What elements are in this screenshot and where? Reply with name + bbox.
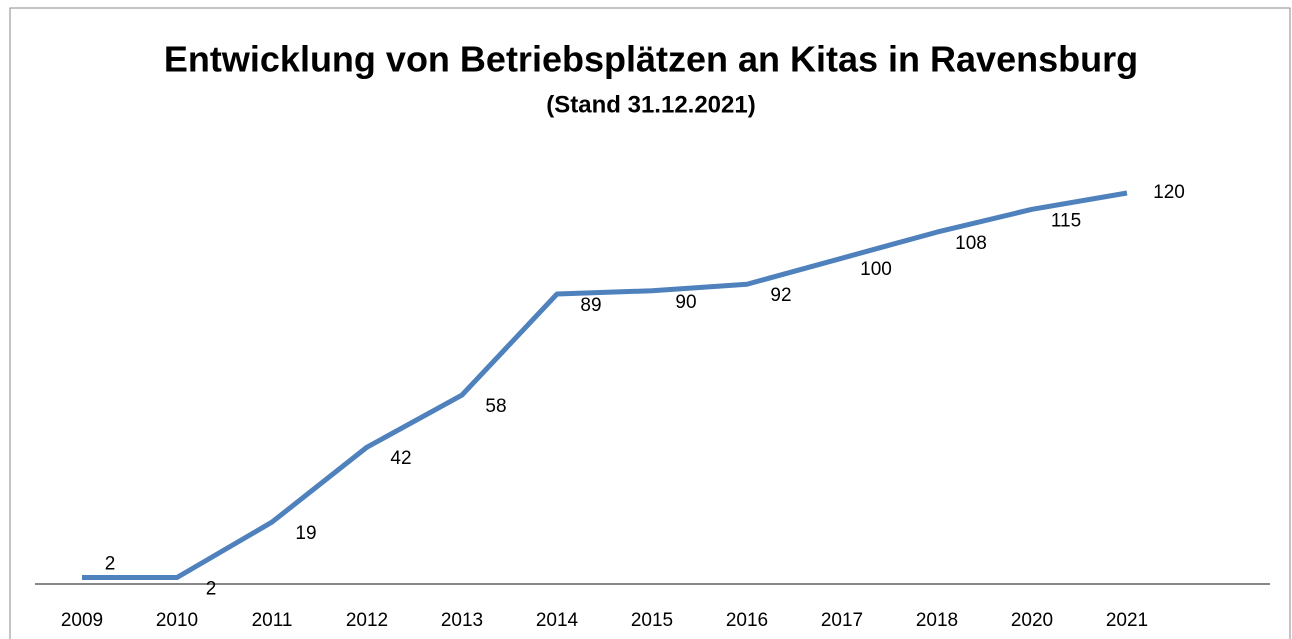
line-series [82, 190, 1128, 580]
x-tick-label: 2010 [156, 610, 198, 631]
data-label: 92 [770, 285, 791, 306]
data-label: 115 [1051, 210, 1081, 231]
x-tick-label: 2014 [536, 610, 579, 631]
x-tick-label: 2017 [821, 610, 863, 631]
x-tick-label: 2011 [252, 610, 293, 631]
data-label: 2 [105, 553, 116, 574]
data-label: 42 [390, 448, 411, 469]
data-label: 120 [1153, 182, 1185, 203]
chart-frame [9, 7, 1291, 639]
chart-title: Entwicklung von Betriebsplätzen an Kitas… [164, 39, 1138, 80]
x-tick-label: 2013 [441, 610, 483, 631]
x-tick-label: 2009 [61, 610, 103, 631]
data-label: 90 [675, 292, 696, 313]
data-label: 19 [295, 523, 316, 544]
x-tick-label: 2016 [726, 610, 768, 631]
data-label: 58 [485, 396, 506, 417]
x-tick-label: 2018 [916, 610, 958, 631]
x-tick-label: 2012 [346, 610, 388, 631]
data-label: 100 [860, 259, 892, 280]
x-tick-label: 2020 [1011, 610, 1053, 631]
data-label: 89 [580, 295, 601, 316]
x-tick-label: 2021 [1106, 610, 1148, 631]
x-tick-label: 2015 [631, 610, 673, 631]
chart-subtitle: (Stand 31.12.2021) [546, 91, 755, 118]
data-label: 2 [206, 578, 217, 599]
data-label: 108 [955, 233, 987, 254]
